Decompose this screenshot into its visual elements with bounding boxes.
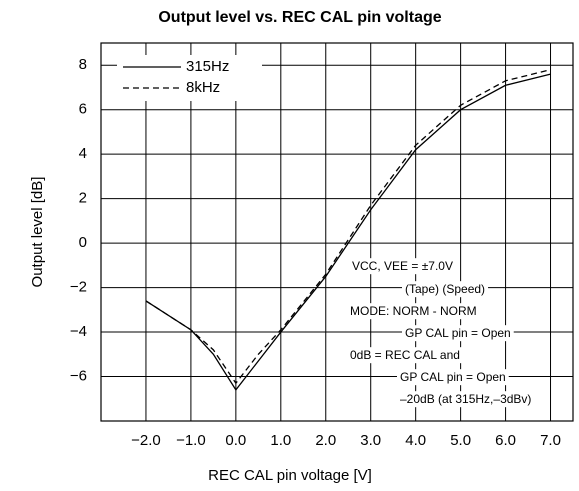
annotation: GP CAL pin = Open [405, 326, 511, 340]
line [145, 73, 551, 392]
y-tick-label: 4 [79, 145, 87, 162]
y-tick-label: 2 [79, 190, 87, 207]
x-tick-label: 2.0 [315, 432, 336, 449]
x-tick-label: 3.0 [360, 432, 381, 449]
annotation: 0dB = REC CAL and [350, 348, 460, 362]
annotation-bg [402, 325, 514, 342]
annotation-bg [397, 369, 509, 386]
annotation: (Tape) (Speed) [405, 282, 485, 296]
y-tick-label: −6 [70, 367, 87, 384]
chart-title: Output level vs. REC CAL pin voltage [158, 9, 441, 26]
annotation: MODE: NORM - NORM [350, 304, 477, 318]
y-tick-label: −4 [70, 323, 87, 340]
x-tick-label: −1.0 [176, 432, 206, 449]
x-tick-label: 0.0 [225, 432, 246, 449]
y-tick-label: −2 [70, 279, 87, 296]
legend-bg [117, 55, 262, 101]
x-tick-label: 5.0 [450, 432, 471, 449]
annotation: –20dB (at 315Hz,–3dBv) [400, 392, 531, 406]
y-tick-label: 6 [79, 101, 87, 118]
x-axis-label: REC CAL pin voltage [V] [208, 467, 372, 484]
annotation-bg [402, 281, 489, 298]
x-tick-label: −2.0 [131, 432, 161, 449]
y-axis-label: Output level [dB] [29, 177, 46, 288]
annotation: VCC, VEE = ±7.0V [352, 259, 453, 273]
legend-label: 315Hz [186, 58, 229, 75]
annotation-bg [347, 303, 480, 320]
annotation-bg [349, 258, 456, 275]
line [145, 69, 551, 385]
x-tick-label: 1.0 [270, 432, 291, 449]
legend-label: 8kHz [186, 79, 220, 96]
y-tick-label: 0 [79, 234, 87, 251]
x-tick-label: 7.0 [540, 432, 561, 449]
y-tick-label: 8 [79, 56, 87, 73]
x-tick-label: 6.0 [495, 432, 516, 449]
plot-frame [100, 42, 574, 422]
annotation-bg [397, 391, 535, 408]
annotation: GP CAL pin = Open [400, 370, 506, 384]
annotation-bg [347, 347, 463, 364]
x-tick-label: 4.0 [405, 432, 426, 449]
